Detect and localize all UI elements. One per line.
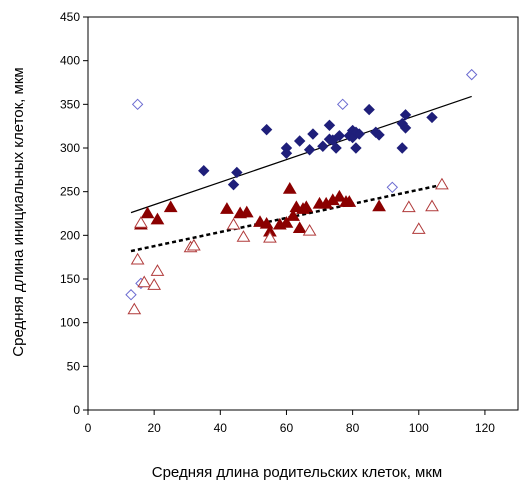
filled-diamond-point — [293, 135, 306, 147]
filled-triangle-point — [299, 200, 314, 213]
open-triangle-point — [401, 200, 416, 213]
filled-diamond-point — [227, 178, 240, 191]
filled-triangle-point — [279, 216, 294, 228]
open-triangle-point — [147, 278, 162, 290]
open-triangle-point — [302, 223, 317, 236]
dashed-trendline — [130, 184, 439, 253]
open-triangle-point — [186, 238, 201, 251]
filled-diamond-point — [303, 144, 316, 156]
filled-diamond-point — [307, 128, 319, 140]
filled-triangle-point — [140, 206, 155, 219]
y-tick-label: 50 — [67, 359, 81, 373]
x-tick-label: 120 — [475, 421, 495, 435]
filled-diamond-point — [399, 109, 412, 121]
y-tick-label: 400 — [60, 54, 80, 68]
open-triangle-point — [425, 199, 439, 212]
x-tick-label: 40 — [214, 421, 228, 435]
y-tick-label: 150 — [60, 272, 80, 286]
filled-diamond-point — [260, 123, 273, 136]
open-diamond-point — [336, 98, 349, 111]
x-tick-label: 0 — [85, 421, 92, 435]
y-tick-label: 100 — [60, 316, 80, 330]
filled-diamond-point — [353, 128, 365, 140]
y-tick-label: 200 — [60, 228, 80, 242]
open-diamond-point — [131, 98, 144, 111]
filled-triangle-point — [239, 205, 254, 218]
open-diamond-point — [465, 68, 478, 81]
open-triangle-point — [226, 217, 241, 230]
open-triangle-point — [411, 222, 426, 234]
filled-triangle-point — [163, 200, 178, 213]
filled-triangle-point — [282, 182, 297, 194]
filled-diamond-point — [373, 129, 385, 141]
filled-diamond-point — [327, 134, 339, 146]
y-tick-label: 450 — [60, 10, 80, 24]
x-tick-label: 20 — [147, 421, 161, 435]
filled-diamond-point — [330, 142, 342, 154]
filled-diamond-point — [399, 122, 412, 134]
x-axis-label: Средняя длина родительских клеток, мкм — [152, 464, 442, 481]
filled-diamond-point — [426, 111, 438, 124]
filled-diamond-point — [363, 103, 375, 116]
filled-triangle-point — [342, 195, 357, 207]
open-triangle-point — [236, 230, 251, 242]
open-triangle-point — [137, 275, 152, 288]
plot-area: 0 50 100 150 200 250 300 350 400 450 0 20 40 60 80 100 1… — [60, 10, 519, 435]
y-axis-label: Средняя длина инициальных клеток, мкм — [10, 67, 27, 356]
open-triangle-point — [130, 252, 145, 265]
filled-triangle-point — [286, 209, 300, 221]
filled-diamond-point — [323, 119, 336, 132]
filled-diamond-point — [280, 147, 293, 159]
filled-diamond-point — [333, 130, 346, 142]
open-triangle-point — [150, 264, 165, 276]
filled-triangle-point — [220, 202, 234, 214]
open-diamond-point — [125, 289, 137, 301]
open-triangle-point — [134, 216, 148, 228]
open-triangle-point — [263, 230, 277, 243]
filled-diamond-point — [396, 142, 408, 154]
y-tick-label: 0 — [73, 403, 80, 417]
open-diamond-point — [386, 181, 399, 194]
solid-trendline — [130, 95, 472, 214]
x-tick-label: 100 — [409, 421, 429, 435]
y-tick-label: 350 — [60, 97, 80, 111]
filled-triangle-point — [332, 189, 347, 202]
filled-triangle-point — [150, 212, 165, 225]
x-tick-label: 60 — [280, 421, 294, 435]
plot-frame — [87, 16, 519, 411]
y-tick-label: 250 — [60, 185, 80, 199]
open-triangle-point — [127, 302, 142, 315]
open-triangle-point — [435, 177, 449, 190]
filled-diamond-point — [198, 164, 210, 177]
y-tick-label: 300 — [60, 141, 80, 155]
filled-diamond-point — [231, 166, 243, 179]
filled-triangle-point — [292, 221, 307, 234]
filled-diamond-point — [350, 142, 362, 154]
x-tick-label: 80 — [346, 421, 360, 435]
filled-diamond-point — [317, 140, 329, 152]
filled-triangle-point — [372, 199, 386, 212]
